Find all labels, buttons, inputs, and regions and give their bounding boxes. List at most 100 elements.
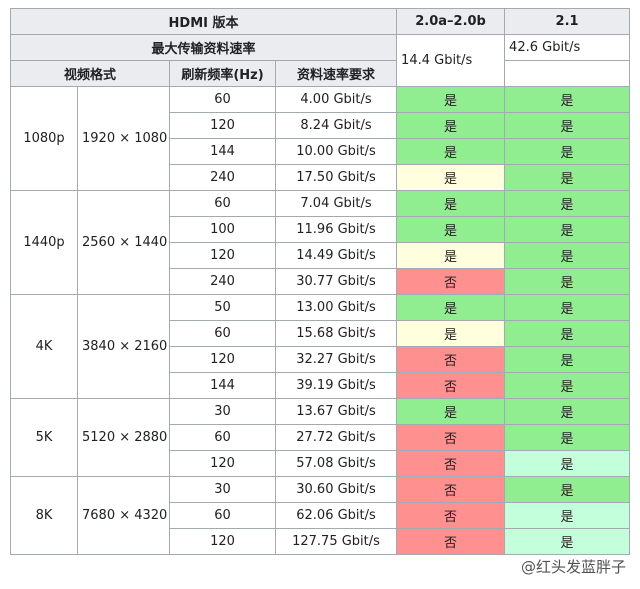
data-row: 120 14.49 Gbit/s 是是: [11, 242, 631, 269]
rate-cell: 127.75 Gbit/s: [274, 528, 398, 555]
refresh-cell: 120: [169, 346, 276, 373]
header-cell: 视频格式: [10, 60, 170, 87]
support-cell: 是: [504, 190, 631, 217]
support-cell: 是: [504, 86, 631, 113]
support-cell: 否: [396, 502, 506, 529]
data-row: 240 30.77 Gbit/s 否是: [11, 268, 631, 295]
support-cell: 是: [504, 424, 631, 451]
rate-cell: 27.72 Gbit/s: [274, 424, 398, 451]
refresh-cell: 60: [169, 86, 276, 113]
support-cell: 是: [504, 268, 631, 295]
support-cell: 否: [396, 528, 506, 555]
watermark: @红头发蓝胖子: [520, 558, 626, 576]
rate-cell: 8.24 Gbit/s: [274, 112, 398, 139]
support-cell: 否: [396, 450, 506, 477]
rate-cell: 15.68 Gbit/s: [274, 320, 398, 347]
rate-cell: 11.96 Gbit/s: [274, 216, 398, 243]
support-cell: 是: [504, 450, 631, 477]
refresh-cell: 60: [169, 424, 276, 451]
support-cell: 否: [396, 476, 506, 503]
header-cell: 资料速率要求: [274, 60, 398, 87]
rate-cell: 13.67 Gbit/s: [274, 398, 398, 425]
rate-cell: 10.00 Gbit/s: [274, 138, 398, 165]
rate-cell: 32.27 Gbit/s: [274, 346, 398, 373]
rate-cell: 17.50 Gbit/s: [274, 164, 398, 191]
format-cell: 1440p: [10, 190, 78, 295]
support-cell: 否: [396, 372, 506, 399]
resolution-cell: 1920 × 1080: [77, 86, 170, 191]
format-cell: 1080p: [10, 86, 78, 191]
support-cell: 是: [504, 242, 631, 269]
rate-cell: 7.04 Gbit/s: [274, 190, 398, 217]
support-cell: 否: [396, 346, 506, 373]
refresh-cell: 240: [169, 268, 276, 295]
support-cell: 是: [504, 346, 631, 373]
format-cell: 5K: [10, 398, 78, 477]
support-cell: 否: [396, 424, 506, 451]
data-row: 100 11.96 Gbit/s 是是: [11, 216, 631, 243]
empty-cell: [504, 60, 631, 87]
support-cell: 是: [504, 476, 631, 503]
data-row: 120 8.24 Gbit/s 是是: [11, 112, 631, 139]
support-cell: 是: [396, 294, 506, 321]
support-cell: 是: [504, 138, 631, 165]
format-cell: 4K: [10, 294, 78, 399]
support-cell: 是: [504, 216, 631, 243]
support-cell: 是: [504, 398, 631, 425]
refresh-cell: 100: [169, 216, 276, 243]
refresh-cell: 120: [169, 112, 276, 139]
support-cell: 是: [504, 372, 631, 399]
rate-cell: 13.00 Gbit/s: [274, 294, 398, 321]
support-cell: 是: [504, 164, 631, 191]
data-row: 5K 5120 × 2880 30 13.67 Gbit/s 是是: [10, 398, 631, 477]
refresh-cell: 120: [169, 528, 276, 555]
support-cell: 是: [504, 528, 631, 555]
refresh-cell: 240: [169, 164, 276, 191]
refresh-cell: 30: [169, 476, 276, 503]
header-cell: 2.1: [504, 8, 631, 35]
support-cell: 是: [504, 320, 631, 347]
data-row: 240 17.50 Gbit/s 是是: [11, 164, 631, 191]
refresh-cell: 30: [169, 398, 276, 425]
data-row: 120 57.08 Gbit/s 否是: [11, 450, 631, 477]
rate-cell: 57.08 Gbit/s: [274, 450, 398, 477]
rate-cell: 42.6 Gbit/s: [504, 34, 631, 61]
rate-cell: 30.77 Gbit/s: [274, 268, 398, 295]
support-cell: 是: [504, 294, 631, 321]
data-row: 1440p 2560 × 1440 60 7.04 Gbit/s 是是: [10, 190, 631, 295]
data-row: 144 10.00 Gbit/s 是是: [11, 138, 631, 165]
data-row: 1080p 1920 × 1080 60 4.00 Gbit/s 是是: [10, 86, 631, 191]
support-cell: 是: [396, 138, 506, 165]
header-row: 最大传输资料速率 14.4 Gbit/s 42.6 Gbit/s: [9, 34, 631, 87]
support-cell: 否: [396, 268, 506, 295]
hdmi-table: HDMI 版本 2.0a–2.0b 2.1 最大传输资料速率 14.4 Gbit…: [9, 8, 631, 555]
support-cell: 是: [396, 320, 506, 347]
rate-cell: 30.60 Gbit/s: [274, 476, 398, 503]
data-row: 8K 7680 × 4320 30 30.60 Gbit/s 否是: [10, 476, 631, 555]
support-cell: 是: [396, 398, 506, 425]
refresh-cell: 144: [169, 372, 276, 399]
data-row: 60 27.72 Gbit/s 否是: [11, 424, 631, 451]
refresh-cell: 120: [169, 242, 276, 269]
header-cell: 刷新频率(Hz): [169, 60, 276, 87]
header-cell: 2.0a–2.0b: [396, 8, 506, 35]
header-row: HDMI 版本 2.0a–2.0b 2.1: [9, 8, 631, 35]
support-cell: 是: [396, 86, 506, 113]
rate-cell: 62.06 Gbit/s: [274, 502, 398, 529]
refresh-cell: 60: [169, 320, 276, 347]
data-row: 4K 3840 × 2160 50 13.00 Gbit/s 是是: [10, 294, 631, 399]
support-cell: 是: [504, 112, 631, 139]
rate-cell: 4.00 Gbit/s: [274, 86, 398, 113]
refresh-cell: 144: [169, 138, 276, 165]
header-row: 视频格式 刷新频率(Hz) 资料速率要求: [10, 60, 631, 87]
table-body: HDMI 版本 2.0a–2.0b 2.1 最大传输资料速率 14.4 Gbit…: [9, 8, 631, 555]
support-cell: 是: [396, 164, 506, 191]
support-cell: 是: [396, 112, 506, 139]
data-row: 120 127.75 Gbit/s 否是: [11, 528, 631, 555]
resolution-cell: 2560 × 1440: [77, 190, 170, 295]
support-cell: 是: [396, 190, 506, 217]
refresh-cell: 60: [169, 502, 276, 529]
header-cell: 最大传输资料速率: [9, 34, 398, 61]
support-cell: 是: [504, 502, 631, 529]
